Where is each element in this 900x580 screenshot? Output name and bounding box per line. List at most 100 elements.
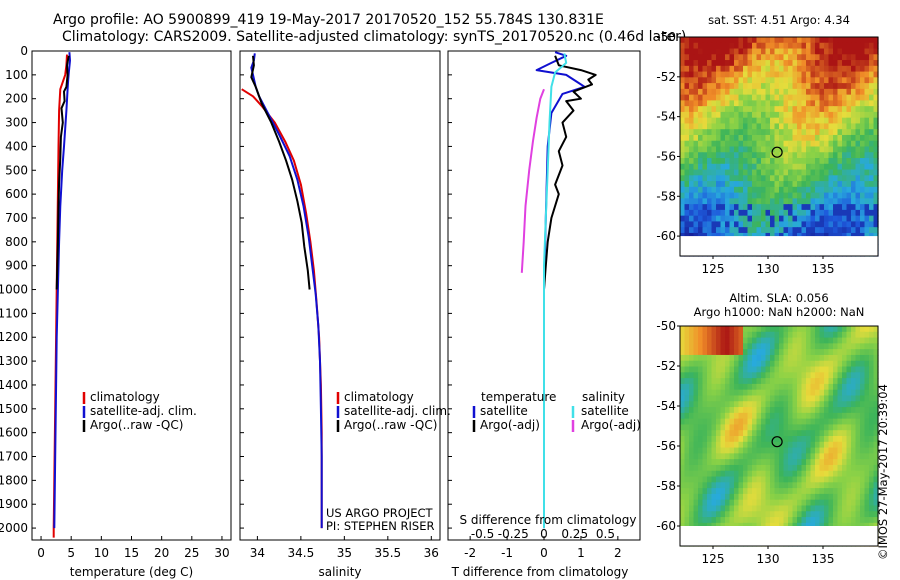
sst_map-cell (842, 152, 848, 159)
sla_map-cell (752, 476, 758, 483)
sst_map-cell (693, 117, 699, 125)
sst_map-cell (725, 83, 731, 90)
sst_map-cell (684, 186, 690, 194)
sla_map-cell (747, 476, 753, 483)
sla_map-cell (720, 354, 726, 362)
sla_map-cell (720, 424, 726, 431)
sst_map-cell (860, 60, 866, 67)
sst_map-cell (725, 94, 731, 101)
sst_map-cell (774, 54, 780, 61)
sla_map-cell (783, 395, 789, 402)
sla_map-cell (711, 378, 717, 385)
sst_map-cell (729, 111, 735, 119)
sst_map-cell (810, 42, 816, 50)
sla_map-cell (707, 453, 713, 460)
sst_map-cell (824, 88, 830, 96)
sla_map-cell (689, 389, 695, 397)
sla_map-cell (738, 418, 744, 426)
sla_map-cell (689, 424, 695, 431)
sla_map-cell (689, 412, 695, 420)
sla_map-cell (864, 464, 870, 472)
sst_map-cell (752, 54, 758, 61)
sla_map-cell (806, 389, 812, 397)
sst_map-cell (711, 42, 717, 50)
sst_map-cell (752, 37, 758, 44)
sst_map-cell (824, 192, 830, 199)
sla_map-cell (716, 488, 722, 495)
sst_map-cell (707, 83, 713, 90)
sla_map-cell (779, 418, 785, 426)
sla_map-cell (855, 476, 861, 483)
sla_map-cell (738, 326, 744, 333)
sla_map-cell (743, 517, 749, 524)
sst_map-cell (815, 42, 821, 50)
sst_map-cell (752, 204, 758, 211)
sla_map-cell (774, 517, 780, 524)
sla_map-cell (693, 412, 699, 420)
sla_map-cell (752, 343, 758, 350)
sla_map-cell (725, 464, 731, 472)
sla_map-cell (752, 354, 758, 362)
sla_map-cell (806, 401, 812, 408)
sla_map-cell (846, 464, 852, 472)
sst_map-cell (684, 152, 690, 159)
sla_map-cell (869, 366, 875, 373)
sst_map-cell (801, 54, 807, 61)
sla_map-cell (873, 343, 879, 350)
sla_map-cell (864, 337, 870, 344)
sst_map-cell (738, 152, 744, 159)
sla_map-cell (833, 378, 839, 385)
sla_map-cell (833, 366, 839, 373)
sst_map-cell (810, 152, 816, 159)
sla_map-cell (684, 389, 690, 397)
sst_map-cell (842, 181, 848, 188)
sst_map-cell (693, 140, 699, 148)
sst_map-cell (756, 94, 762, 101)
sla_map-cell (824, 366, 830, 373)
sla_map-cell (702, 476, 708, 483)
sst_map-cell (707, 198, 713, 205)
sst_map-cell (783, 106, 789, 113)
sst_map-cell (810, 111, 816, 119)
sla_map-cell (792, 453, 798, 460)
sla_map-cell (734, 430, 740, 437)
sla_map-cell (711, 430, 717, 437)
sla_map-cell (680, 354, 686, 362)
sst_map-cell (747, 140, 753, 148)
sla_map-cell (815, 407, 821, 414)
difference-tick-label: 1 (577, 546, 585, 560)
sst_map-cell (734, 65, 740, 73)
sla_map-cell (729, 476, 735, 483)
sst_map-cell (729, 198, 735, 205)
sst_map-cell (801, 146, 807, 153)
sst_map-cell (729, 117, 735, 125)
sla_map-cell (729, 418, 735, 426)
sla_map-cell (815, 331, 821, 339)
sst_map-cell (689, 169, 695, 176)
sla_map-cell (770, 343, 776, 350)
sla_map-cell (752, 407, 758, 414)
sst_map-cell (689, 204, 695, 211)
sst_map-cell (851, 42, 857, 50)
sst_map-cell (855, 175, 861, 182)
sst_map-cell (752, 88, 758, 96)
sst_map-cell (774, 169, 780, 176)
sla_map-cell (833, 418, 839, 426)
sla_map-cell (801, 407, 807, 414)
sla_map-cell (797, 436, 803, 443)
sla_map-cell (860, 389, 866, 397)
sla_map-cell (770, 499, 776, 507)
sst_map-cell (873, 140, 879, 148)
sla_map-cell (765, 395, 771, 402)
sla_map-cell (689, 326, 695, 333)
sla_map-cell (752, 331, 758, 339)
sst_map-cell (801, 117, 807, 125)
sla_map-cell (864, 424, 870, 431)
temperature-series-1 (53, 52, 71, 529)
sst_map-cell (761, 42, 767, 50)
sla_map-cell (725, 453, 731, 460)
sla_map-cell (779, 430, 785, 437)
sla_map-cell (801, 349, 807, 356)
sst_map-cell (788, 186, 794, 194)
sla_map-cell (842, 337, 848, 344)
